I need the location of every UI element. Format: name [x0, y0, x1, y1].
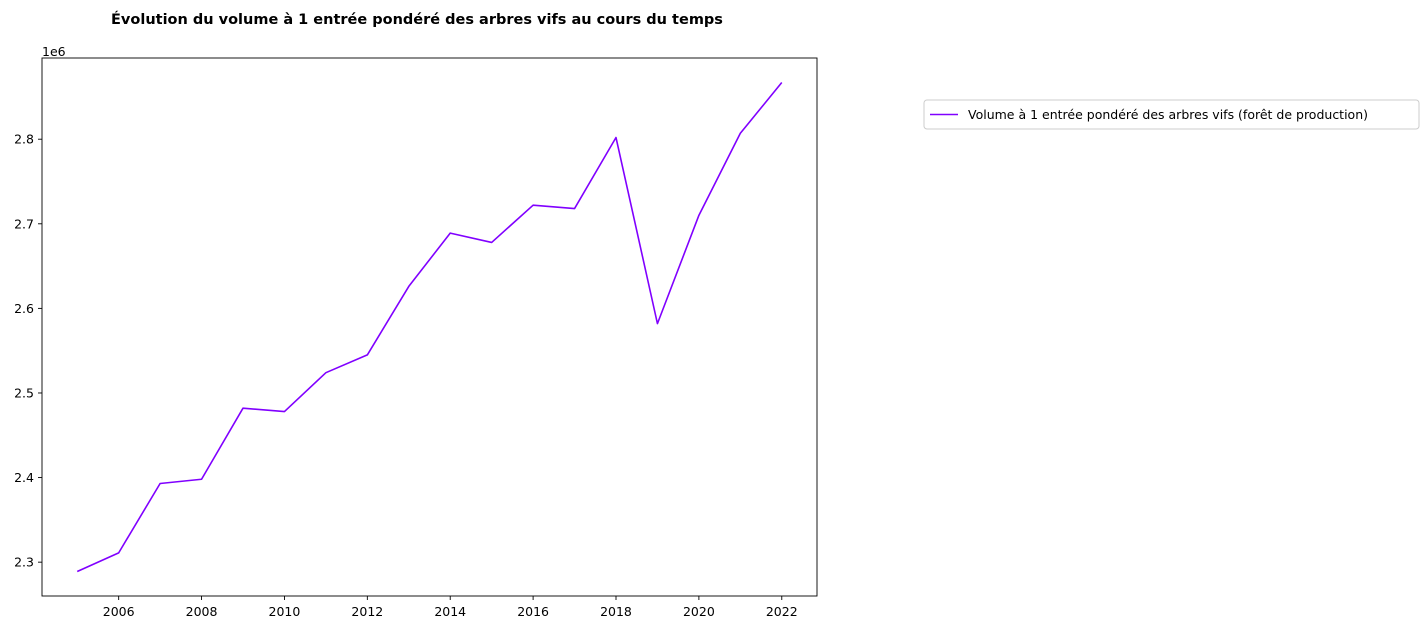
x-tick-label: 2020 — [683, 604, 715, 619]
x-tick-label: 2016 — [517, 604, 549, 619]
y-tick-label: 2.7 — [14, 216, 34, 231]
legend-frame — [923, 99, 1420, 130]
x-tick-label: 2010 — [269, 604, 301, 619]
y-axis-offset-label: 1e6 — [42, 44, 66, 59]
y-tick-label: 2.8 — [14, 132, 34, 147]
y-tick-label: 2.3 — [14, 555, 34, 570]
legend: Volume à 1 entrée pondéré des arbres vif… — [923, 99, 1420, 130]
x-tick-label: 2014 — [434, 604, 466, 619]
y-tick-label: 2.4 — [14, 470, 34, 485]
series-line — [76, 82, 783, 573]
x-tick-label: 2022 — [766, 604, 798, 619]
plot-area: 2006 2008 2010 2012 2014 2016 2018 2020 2022 2.3 2… — [14, 57, 818, 619]
x-tick-label: 2008 — [186, 604, 218, 619]
y-tick-label: 2.6 — [14, 301, 34, 316]
axes-frame — [41, 57, 818, 597]
chart-title: Évolution du volume à 1 entrée pondéré d… — [111, 11, 723, 28]
x-tick-label: 2012 — [351, 604, 383, 619]
x-tick-label: 2006 — [103, 604, 135, 619]
y-tick-label: 2.5 — [14, 385, 34, 400]
x-tick-label: 2018 — [600, 604, 632, 619]
legend-entry-label: Volume à 1 entrée pondéré des arbres vif… — [968, 107, 1368, 122]
